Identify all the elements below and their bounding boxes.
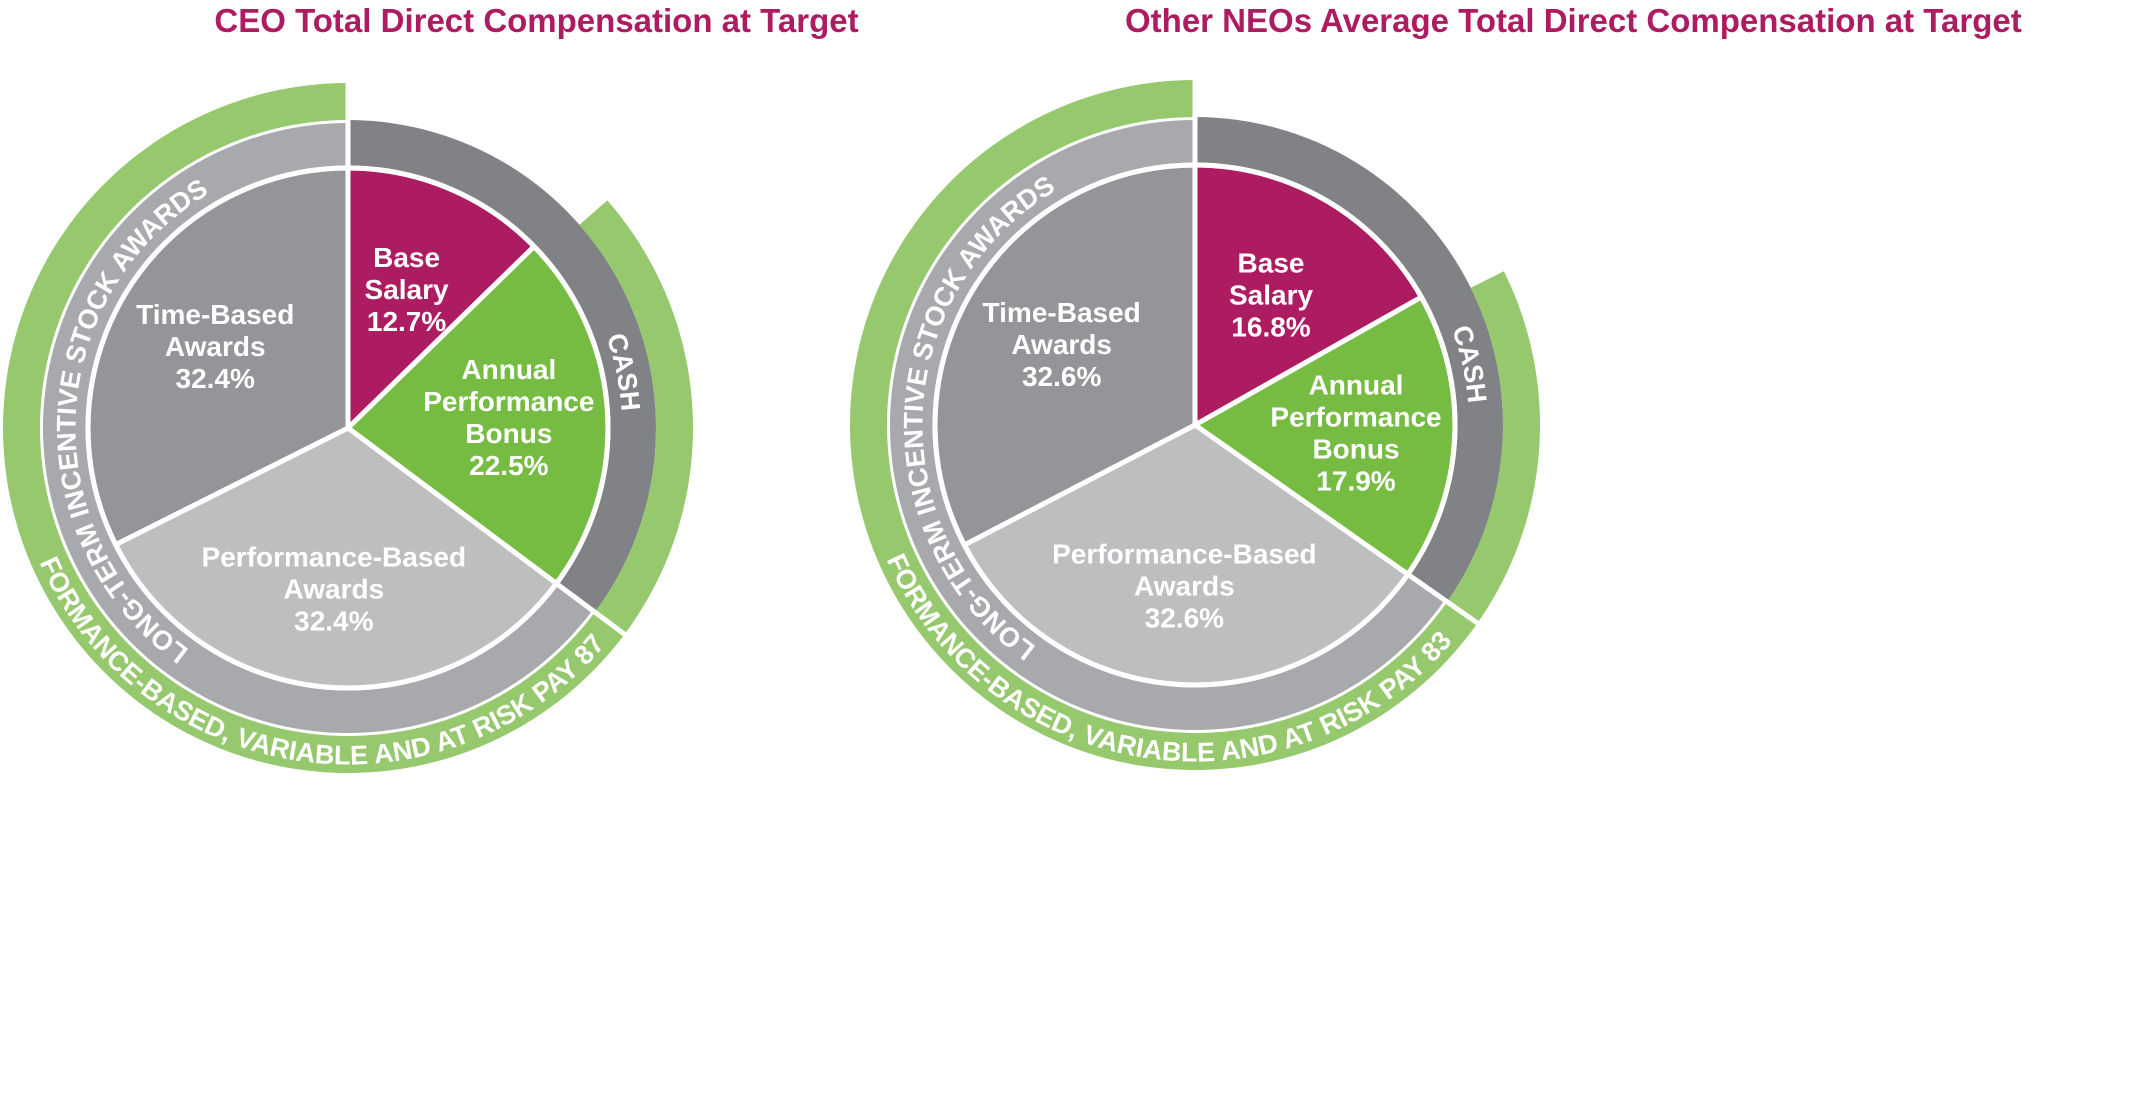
slice-label: 32.4% [294,605,373,636]
slice-label: 17.9% [1316,466,1395,497]
slice-label: Performance-Based [1052,539,1317,570]
slice-label: Time-Based [136,299,294,330]
ring-divider [1406,572,1479,626]
slice-label: Base [1238,248,1305,279]
slice-label: Annual [461,354,556,385]
pie-border [85,165,611,691]
slice-label: 32.4% [176,363,255,394]
slice-label: Performance [1270,402,1441,433]
cash-ring [1195,117,1503,602]
slice-label: Bonus [1312,434,1399,465]
slice-label: 12.7% [367,306,446,337]
slice-label: Performance-Based [202,541,467,572]
slice-label: Awards [1134,571,1235,602]
slice-label: Salary [365,274,449,305]
slice-label: 32.6% [1145,603,1224,634]
slice-label: 16.8% [1231,312,1310,343]
pie-border [932,162,1458,688]
slice-label: Performance [423,386,594,417]
slice-label: Bonus [465,418,552,449]
slice-label: Time-Based [983,297,1141,328]
slice-label: Salary [1229,280,1313,311]
ceo-compensation-chart: CEO Total Direct Compensation at Target … [0,0,1073,1115]
slice-label: Awards [1011,329,1112,360]
slice-label: 32.6% [1022,361,1101,392]
chart-title: Other NEOs Average Total Direct Compensa… [1125,2,2022,39]
neo-compensation-chart: Other NEOs Average Total Direct Compensa… [850,0,2146,1115]
slice-label: Awards [165,331,266,362]
slice-label: 22.5% [469,450,548,481]
ring-divider [554,581,627,637]
chart-title: CEO Total Direct Compensation at Target [214,2,859,39]
cash-ring [348,120,656,613]
slice-label: Awards [284,573,385,604]
slice-label: Annual [1309,370,1404,401]
slice-label: Base [373,242,440,273]
